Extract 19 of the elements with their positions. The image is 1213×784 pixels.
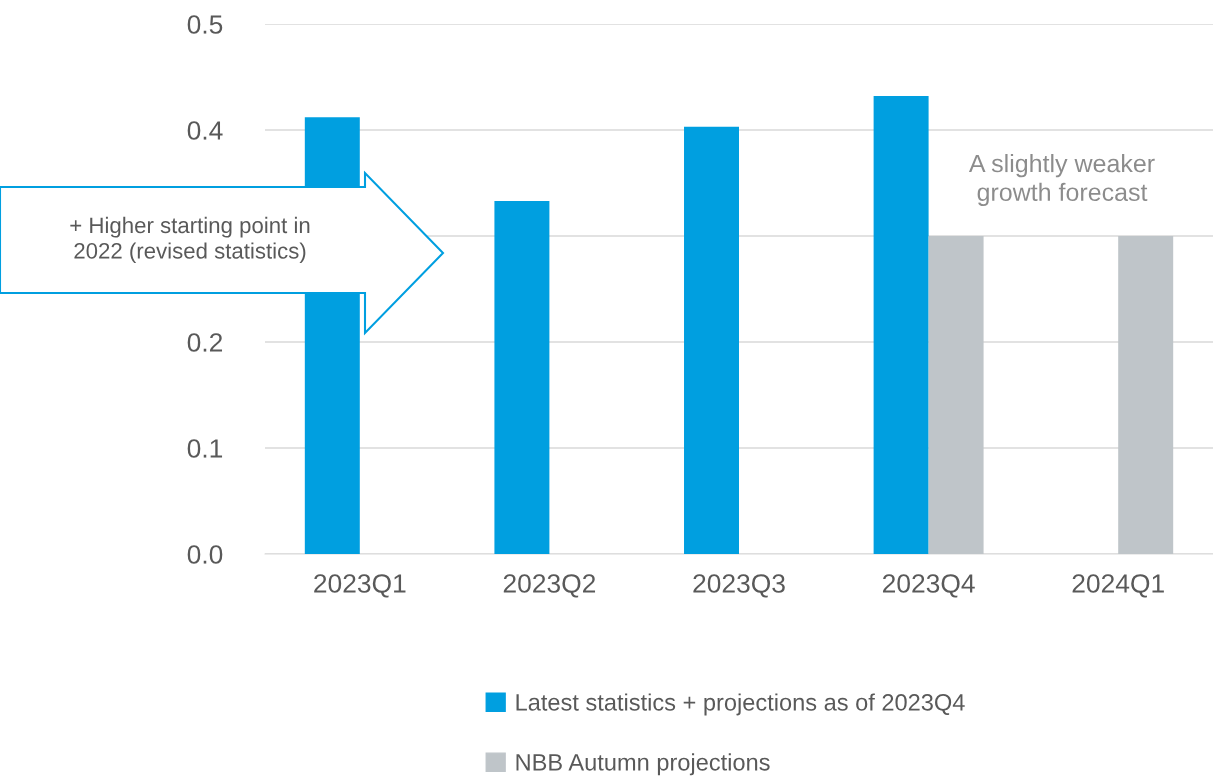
bar [928, 236, 984, 554]
bar [1118, 236, 1174, 554]
y-tick-label: 0.0 [187, 545, 223, 564]
y-tick-label: 0.4 [187, 121, 223, 140]
annotation: + Higher starting point in 2022 (revised statistics) [70, 216, 310, 264]
y-tick-label: 0.2 [187, 333, 223, 352]
annotation: A slightly weaker growth forecast [968, 153, 1155, 207]
x-tick-label: 2023Q4 [882, 574, 975, 598]
x-tick-label: 2023Q3 [693, 574, 785, 598]
x-tick-label: 2024Q1 [1072, 574, 1164, 598]
y-tick-label: 0.1 [187, 439, 223, 458]
x-tick-label: 2023Q2 [503, 574, 596, 598]
y-tick-label: 0.5 [187, 15, 223, 34]
bar [684, 126, 739, 554]
bar [494, 201, 550, 554]
bar [873, 96, 929, 554]
x-tick-label: 2023Q1 [314, 574, 406, 598]
legend-label: NBB Autumn projections [516, 753, 770, 776]
legend-label: Latest statistics + projections as of 2023Q4 [516, 693, 965, 716]
